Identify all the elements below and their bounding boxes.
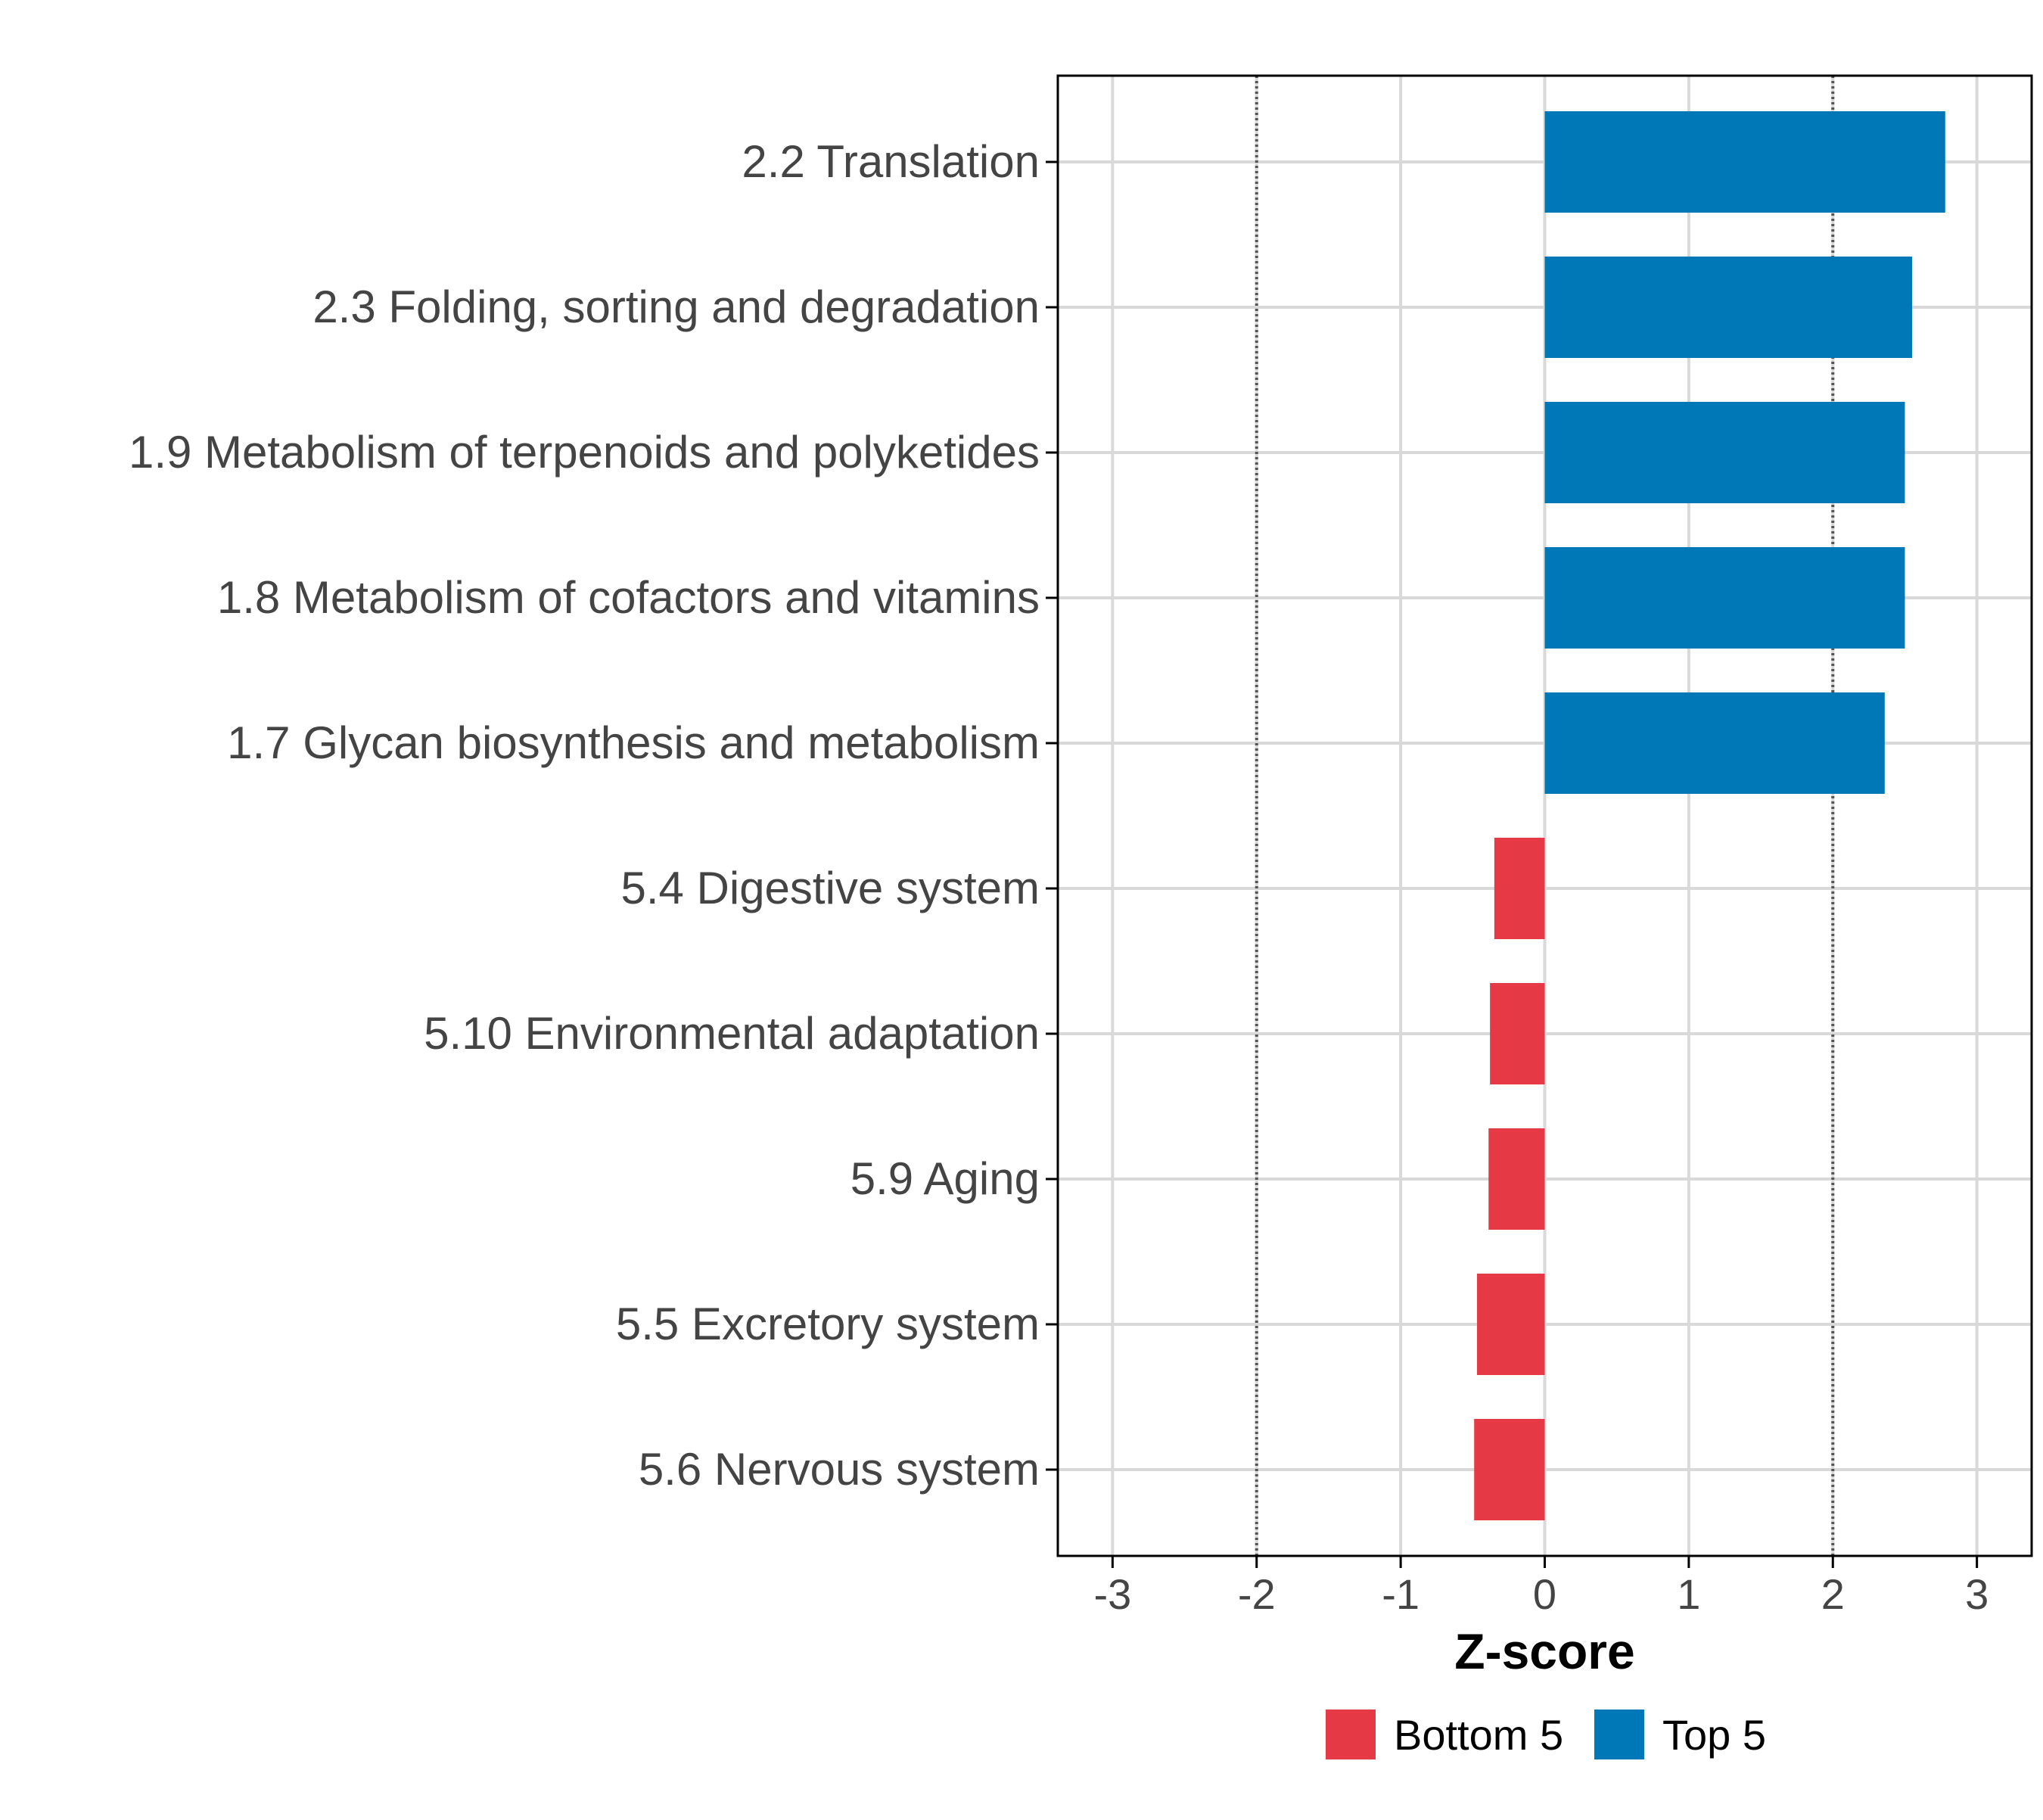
category-label: 5.6 Nervous system [639, 1444, 1040, 1495]
bar-bottom [1474, 1419, 1545, 1520]
category-label: 5.9 Aging [850, 1153, 1040, 1204]
x-axis-title: Z-score [1454, 1623, 1634, 1679]
x-tick-label: -2 [1238, 1570, 1276, 1618]
bar-bottom [1477, 1274, 1545, 1375]
bar-top [1544, 402, 1905, 503]
legend-key-bottom [1326, 1710, 1376, 1759]
x-tick-label: 2 [1821, 1570, 1845, 1618]
x-tick-label: -1 [1382, 1570, 1420, 1618]
legend-label: Top 5 [1662, 1711, 1766, 1759]
bar-bottom [1488, 1128, 1545, 1230]
bars-layer [1474, 111, 1945, 1520]
category-label: 5.10 Environmental adaptation [424, 1008, 1040, 1059]
x-tick-label: 1 [1677, 1570, 1700, 1618]
category-label: 5.4 Digestive system [620, 863, 1040, 913]
x-tick-label: 0 [1533, 1570, 1556, 1618]
bar-top [1544, 547, 1905, 649]
bar-top [1544, 111, 1945, 213]
bar-top [1544, 692, 1885, 794]
legend-label: Bottom 5 [1394, 1711, 1563, 1759]
bar-bottom [1494, 838, 1545, 939]
x-tick-label: -3 [1093, 1570, 1131, 1618]
category-label: 1.9 Metabolism of terpenoids and polyket… [129, 427, 1040, 478]
legend-key-top [1594, 1710, 1644, 1759]
labels-layer: -3 -2 -1 0 1 2 3 2.2 Translation 2.3 Folding, so… [129, 136, 1989, 1679]
bar-top [1544, 257, 1912, 358]
category-label: 1.8 Metabolism of cofactors and vitamins [217, 572, 1040, 623]
category-label: 2.3 Folding, sorting and degradation [313, 282, 1040, 332]
category-label: 2.2 Translation [742, 136, 1040, 187]
x-tick-label: 3 [1965, 1570, 1989, 1618]
bar-bottom [1490, 983, 1545, 1084]
axes-layer [1046, 74, 2033, 1568]
legend-layer: Bottom 5 Top 5 [1326, 1710, 1766, 1759]
category-label: 5.5 Excretory system [616, 1299, 1040, 1349]
category-label: 1.7 Glycan biosynthesis and metabolism [227, 717, 1040, 768]
